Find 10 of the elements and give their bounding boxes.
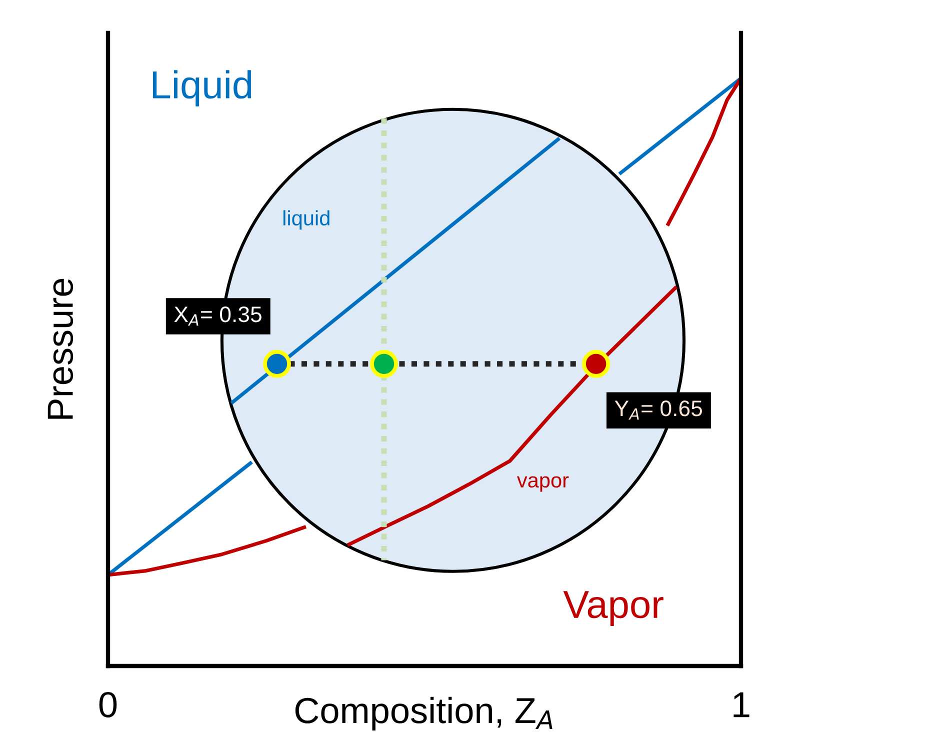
x-tick-label: 1 [734,692,750,718]
annotation: Y$_{A}$= 0.65 [614,400,702,420]
annotation: liquid [283,210,330,230]
annotation: vapor [516,476,569,492]
y-axis-title: Pressure [48,278,74,419]
x-axis-title: Composition, Z$_{A}$ [295,696,552,731]
annotation: Liquid [152,70,252,106]
annotation: Vapor [563,591,664,626]
x-tick-label: 0 [99,692,117,718]
annotation: X$_{A}$= 0.35 [174,306,262,326]
